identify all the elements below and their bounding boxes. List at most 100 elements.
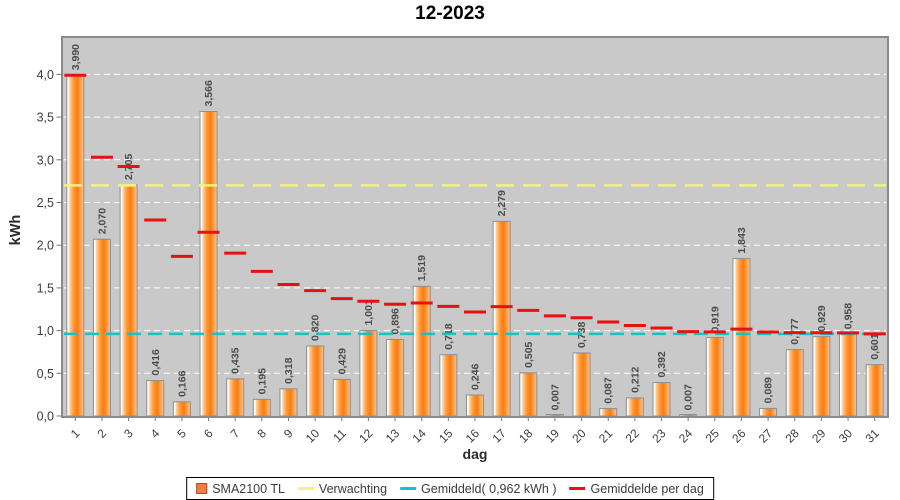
bar-day-1 xyxy=(66,74,85,417)
x-axis-title: dag xyxy=(463,446,488,462)
legend-label-1: SMA2100 TL xyxy=(212,481,285,496)
bar-value-label: 1,519 xyxy=(416,255,428,281)
y-tick-label: 4,0 xyxy=(37,68,54,82)
bar-value-label: 0,318 xyxy=(283,357,295,383)
bar-day-23 xyxy=(652,382,671,417)
bar-day-13 xyxy=(386,338,405,417)
x-tick-label: 9 xyxy=(281,426,296,441)
y-tick-label: 1,0 xyxy=(37,324,54,338)
y-tick-label: 1,5 xyxy=(37,281,54,295)
bar-value-label: 0,929 xyxy=(816,305,828,331)
bar-day-22 xyxy=(625,397,644,417)
bar-day-26 xyxy=(732,258,751,417)
bar-day-19 xyxy=(545,414,564,417)
bar-day-29 xyxy=(812,336,831,417)
bar-value-label: 0,195 xyxy=(256,368,268,394)
x-tick-label: 31 xyxy=(862,426,882,446)
bar-value-label: 0,919 xyxy=(709,306,721,332)
y-tick-label: 0,5 xyxy=(37,367,54,381)
bar-value-label: 1,843 xyxy=(736,227,748,253)
legend-item-2: Verwachting xyxy=(297,481,388,496)
bar-value-label: 0,958 xyxy=(843,303,855,329)
x-tick-label: 22 xyxy=(623,426,643,446)
y-tick-label: 2,0 xyxy=(37,239,54,253)
legend-swatch-3 xyxy=(400,487,417,490)
bar-day-15 xyxy=(439,354,458,417)
bar-day-9 xyxy=(279,388,298,417)
bar-day-16 xyxy=(466,394,484,417)
x-tick-label: 5 xyxy=(174,426,189,441)
x-tick-label: 7 xyxy=(228,426,243,441)
x-tick-label: 1 xyxy=(68,426,83,441)
bar-day-18 xyxy=(519,372,538,417)
bar-value-label: 0,505 xyxy=(523,341,535,367)
bar-day-20 xyxy=(572,352,591,417)
y-tick-label: 3,0 xyxy=(37,153,54,167)
bar-day-5 xyxy=(172,401,191,417)
legend-swatch-4 xyxy=(569,487,586,490)
plot-background xyxy=(62,37,888,417)
x-tick-label: 19 xyxy=(543,426,563,446)
bar-value-label: 2,070 xyxy=(96,208,108,234)
x-tick-label: 15 xyxy=(436,426,456,446)
legend-label-4: Gemiddelde per dag xyxy=(590,481,704,496)
x-tick-label: 21 xyxy=(596,426,616,446)
bar-day-25 xyxy=(705,337,724,417)
y-tick-label: 0,0 xyxy=(37,410,54,424)
bar-value-label: 3,566 xyxy=(203,80,215,106)
plot-border xyxy=(61,36,889,418)
x-tick-label: 13 xyxy=(383,426,403,446)
bar-day-3 xyxy=(119,184,138,417)
x-tick-label: 11 xyxy=(330,426,349,445)
bar-day-27 xyxy=(759,407,778,417)
x-tick-label: 8 xyxy=(254,426,269,441)
bar-day-7 xyxy=(226,378,245,417)
legend-item-3: Gemiddeld( 0,962 kWh ) xyxy=(400,482,557,496)
bar-day-30 xyxy=(839,333,858,417)
bar-day-10 xyxy=(306,345,325,417)
legend-label-2: Verwachting xyxy=(318,481,388,496)
bar-day-4 xyxy=(146,379,165,417)
bar-value-label: 0,392 xyxy=(656,351,668,377)
x-tick-label: 20 xyxy=(569,426,589,446)
bar-value-label: 0,416 xyxy=(150,349,162,375)
legend-item-1: SMA2100 TL xyxy=(196,482,285,496)
bar-value-label: 0,738 xyxy=(576,322,588,348)
bar-value-label: 2,279 xyxy=(496,190,508,216)
bar-day-12 xyxy=(359,330,378,417)
x-tick-label: 23 xyxy=(649,426,669,446)
bar-day-14 xyxy=(412,285,431,417)
legend-item-4: Gemiddelde per dag xyxy=(569,481,704,496)
bar-day-8 xyxy=(252,398,271,417)
x-tick-label: 18 xyxy=(516,426,536,446)
x-tick-label: 3 xyxy=(121,426,136,441)
x-tick-label: 14 xyxy=(409,426,429,446)
bar-value-label: 0,896 xyxy=(390,308,402,334)
bar-value-label: 0,007 xyxy=(683,384,695,410)
x-tick-label: 4 xyxy=(148,426,163,441)
bar-value-label: 0,007 xyxy=(549,384,561,410)
x-tick-label: 25 xyxy=(703,426,723,446)
bar-day-21 xyxy=(599,408,618,417)
bar-value-label: 0,212 xyxy=(629,366,641,392)
y-tick-label: 2,5 xyxy=(37,196,54,210)
bar-value-label: 0,246 xyxy=(470,364,482,390)
bar-day-6 xyxy=(199,110,218,417)
x-tick-label: 10 xyxy=(303,426,323,446)
y-tick-label: 3,5 xyxy=(37,111,54,125)
bar-value-label: 0,429 xyxy=(336,348,348,374)
bar-value-label: 0,089 xyxy=(763,377,775,403)
x-tick-label: 24 xyxy=(676,426,696,446)
legend: SMA2100 TL Verwachting Gemiddeld( 0,962 kW… xyxy=(186,477,714,500)
x-tick-label: 16 xyxy=(463,426,483,446)
bar-day-17 xyxy=(492,220,511,417)
legend-swatch-1 xyxy=(196,483,208,494)
y-axis-title: kWh xyxy=(8,215,24,246)
x-tick-label: 26 xyxy=(729,426,749,446)
x-tick-label: 30 xyxy=(836,426,856,446)
bar-value-label: 0,435 xyxy=(230,347,242,373)
x-tick-label: 29 xyxy=(809,426,829,446)
x-tick-label: 6 xyxy=(201,426,216,441)
bar-day-11 xyxy=(332,378,351,417)
